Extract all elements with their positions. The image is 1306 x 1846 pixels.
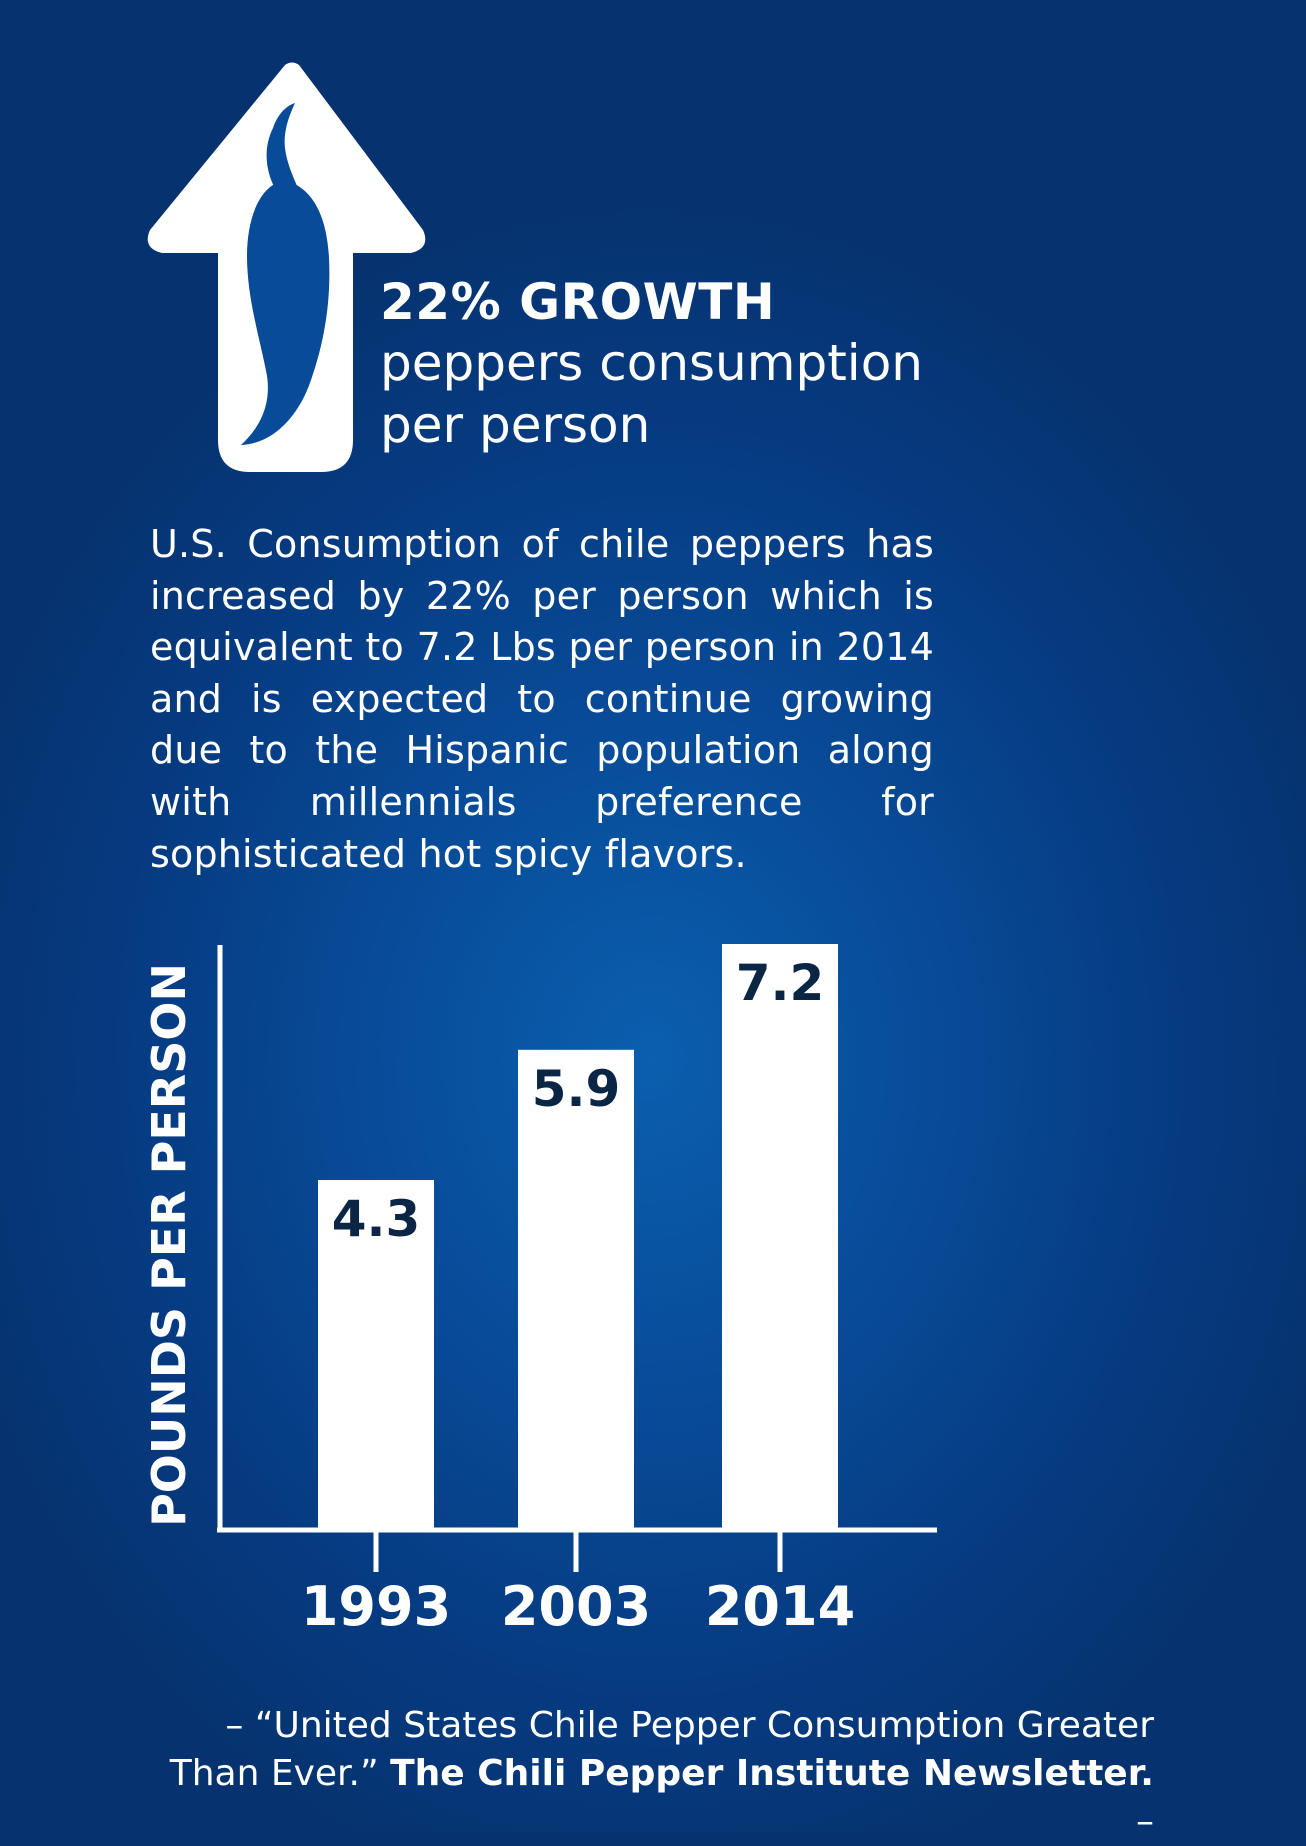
bar-value-label-2003: 5.9 xyxy=(532,1060,621,1118)
growth-subtitle-line2: per person xyxy=(380,396,651,454)
x-tick-label-2014: 2014 xyxy=(705,1575,855,1638)
bar-2003 xyxy=(518,1049,634,1530)
chili-pepper-icon xyxy=(241,103,330,446)
description-paragraph: U.S. Consumption of chile peppers has in… xyxy=(150,522,934,876)
source-line1: – “United States Chile Pepper Consumptio… xyxy=(225,1705,1154,1746)
up-arrow-icon xyxy=(147,62,426,472)
bar-value-label-1993: 4.3 xyxy=(332,1190,421,1248)
x-tick-label-2003: 2003 xyxy=(501,1575,651,1638)
y-axis-label: POUNDS PER PERSON xyxy=(142,963,196,1527)
source-suffix: – xyxy=(1136,1801,1154,1842)
bar-1993 xyxy=(318,1180,434,1530)
growth-subtitle-line1: peppers consumption xyxy=(380,334,923,392)
bar-value-label-2014: 7.2 xyxy=(736,954,825,1012)
bar-2014 xyxy=(722,944,838,1530)
source-title-end: Than Ever.” xyxy=(169,1753,391,1794)
growth-title: 22% GROWTH xyxy=(380,273,776,331)
source-line2: Than Ever.” The Chili Pepper Institute N… xyxy=(154,1750,1154,1846)
headline: 22% GROWTH peppers consumption per perso… xyxy=(380,272,923,456)
source-publication: The Chili Pepper Institute Newsletter. xyxy=(390,1753,1154,1794)
source-citation: – “United States Chile Pepper Consumptio… xyxy=(154,1702,1154,1846)
x-tick-label-1993: 1993 xyxy=(301,1575,451,1638)
